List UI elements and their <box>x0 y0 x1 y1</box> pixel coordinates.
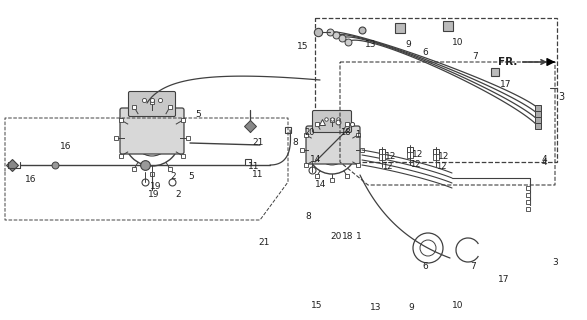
Text: 14: 14 <box>315 180 326 189</box>
Text: 1: 1 <box>356 232 362 241</box>
Text: 1: 1 <box>355 130 360 139</box>
Text: 13: 13 <box>365 40 376 49</box>
Text: 15: 15 <box>311 301 322 310</box>
Text: 7: 7 <box>472 52 478 61</box>
Text: 19: 19 <box>148 190 160 199</box>
Text: 10: 10 <box>452 301 464 310</box>
Text: 21: 21 <box>258 238 269 247</box>
Text: 13: 13 <box>370 303 382 312</box>
FancyBboxPatch shape <box>129 92 176 116</box>
FancyBboxPatch shape <box>306 126 360 164</box>
Text: 18: 18 <box>342 232 353 241</box>
Text: 12: 12 <box>382 162 393 171</box>
Text: 12: 12 <box>438 152 450 161</box>
Text: 12: 12 <box>410 160 420 169</box>
Text: 18: 18 <box>340 128 350 137</box>
Text: 12: 12 <box>385 152 396 161</box>
Text: 4: 4 <box>542 155 548 164</box>
Text: 6: 6 <box>422 48 428 57</box>
Text: 5: 5 <box>195 110 201 119</box>
FancyBboxPatch shape <box>312 110 352 132</box>
Text: 12: 12 <box>436 162 447 171</box>
Text: 9: 9 <box>405 40 411 49</box>
Text: 16: 16 <box>60 142 72 151</box>
Text: FR.: FR. <box>498 57 517 67</box>
Text: 5: 5 <box>188 172 194 181</box>
Text: 16: 16 <box>25 175 36 184</box>
Text: 21: 21 <box>252 138 264 147</box>
Text: 14: 14 <box>310 155 321 164</box>
Text: 17: 17 <box>498 275 510 284</box>
Text: 20: 20 <box>330 232 342 241</box>
Text: 11: 11 <box>248 162 259 171</box>
Text: 8: 8 <box>292 138 298 147</box>
Text: 9: 9 <box>408 303 414 312</box>
Text: 19: 19 <box>150 182 161 191</box>
Text: 8: 8 <box>305 212 311 221</box>
Text: 3: 3 <box>552 258 558 267</box>
Text: 15: 15 <box>296 42 308 51</box>
Text: 7: 7 <box>470 262 475 271</box>
Text: 12: 12 <box>412 150 423 159</box>
Text: 17: 17 <box>500 80 511 89</box>
Bar <box>315 18 557 162</box>
Text: 4: 4 <box>542 158 548 167</box>
Text: 2: 2 <box>175 190 181 199</box>
Text: 6: 6 <box>422 262 428 271</box>
FancyBboxPatch shape <box>120 108 184 154</box>
Text: 10: 10 <box>452 38 464 47</box>
Text: 2: 2 <box>170 172 176 181</box>
Text: 11: 11 <box>252 170 264 179</box>
Text: 3: 3 <box>558 92 564 102</box>
Text: 20: 20 <box>305 128 315 137</box>
